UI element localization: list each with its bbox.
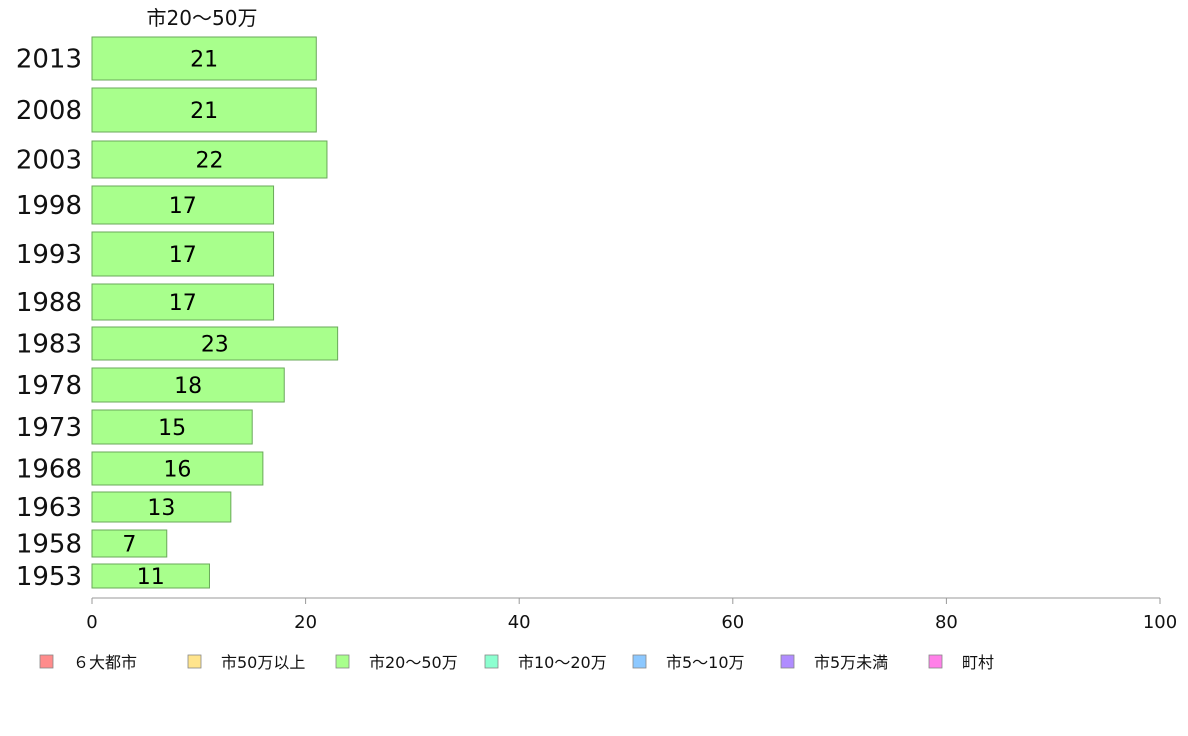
- x-tick-label-0: 0: [86, 612, 97, 633]
- bar-value-label-1983: 23: [201, 333, 229, 358]
- bar-1993: [91, 231, 275, 277]
- bar-value-label-1963: 13: [147, 496, 175, 521]
- bar-1958: [91, 529, 168, 558]
- bar-1978: [91, 367, 285, 403]
- y-tick-label-1998: 1998: [16, 191, 82, 221]
- legend-label-6: 町村: [962, 653, 994, 672]
- legend-label-1: 市50万以上: [221, 653, 305, 672]
- bar-1968: [91, 451, 264, 486]
- x-tick-label-60: 60: [721, 612, 744, 633]
- bar-2008: [91, 87, 317, 133]
- x-tick-label-80: 80: [935, 612, 958, 633]
- bar-value-label-1958: 7: [122, 533, 136, 558]
- x-tick-label-40: 40: [508, 612, 531, 633]
- x-axis: 0 20 40 60 80 100: [86, 597, 1177, 633]
- legend-swatch-5: [780, 654, 795, 669]
- bar-value-label-2013: 21: [190, 48, 218, 73]
- x-tick-label-100: 100: [1143, 612, 1177, 633]
- bar-1988: [91, 283, 275, 321]
- y-tick-label-2013: 2013: [16, 45, 82, 75]
- bar-value-label-2008: 21: [190, 99, 218, 124]
- y-tick-label-1963: 1963: [16, 493, 82, 523]
- y-tick-label-1973: 1973: [16, 413, 82, 443]
- y-tick-label-1983: 1983: [16, 330, 82, 360]
- legend: ６大都市 市50万以上 市20～50万 市10～20万 市5～10万 市5万未満 町村: [39, 653, 994, 672]
- y-tick-label-1958: 1958: [16, 530, 82, 560]
- legend-label-5: 市5万未満: [814, 653, 888, 672]
- series-title: 市20～50万: [147, 6, 258, 30]
- legend-label-0: ６大都市: [73, 653, 137, 672]
- y-tick-label-1953: 1953: [16, 562, 82, 592]
- y-tick-label-1993: 1993: [16, 240, 82, 270]
- legend-label-3: 市10～20万: [518, 653, 607, 672]
- legend-label-2: 市20～50万: [369, 653, 458, 672]
- legend-swatch-4: [632, 654, 647, 669]
- bar-value-label-1988: 17: [169, 291, 197, 316]
- y-tick-label-2008: 2008: [16, 96, 82, 126]
- bar-1998: [91, 185, 275, 225]
- bar-1973: [91, 409, 253, 445]
- x-tick-label-20: 20: [294, 612, 317, 633]
- legend-swatch-3: [484, 654, 499, 669]
- legend-swatch-1: [187, 654, 202, 669]
- legend-swatch-6: [928, 654, 943, 669]
- legend-label-4: 市5～10万: [666, 653, 745, 672]
- bar-1983: [91, 326, 339, 361]
- bar-value-label-1953: 11: [137, 565, 165, 590]
- y-tick-label-1988: 1988: [16, 288, 82, 318]
- bar-1963: [91, 491, 232, 523]
- bar-2003: [91, 140, 328, 179]
- y-tick-label-2003: 2003: [16, 146, 82, 176]
- bar-2013: [91, 36, 317, 81]
- bars-group: 2013 21 2008 21 2003 22 1998 17 1993 17 1988 17 1983…: [16, 36, 339, 592]
- bar-1953: [91, 563, 210, 589]
- legend-swatch-0: [39, 654, 54, 669]
- bar-value-label-1978: 18: [174, 374, 202, 399]
- bar-value-label-1998: 17: [169, 194, 197, 219]
- legend-swatch-2: [335, 654, 350, 669]
- y-tick-label-1978: 1978: [16, 371, 82, 401]
- bar-value-label-1993: 17: [169, 243, 197, 268]
- bar-value-label-2003: 22: [195, 149, 223, 174]
- y-tick-label-1968: 1968: [16, 455, 82, 485]
- bar-value-label-1973: 15: [158, 416, 186, 441]
- bar-value-label-1968: 16: [163, 458, 191, 483]
